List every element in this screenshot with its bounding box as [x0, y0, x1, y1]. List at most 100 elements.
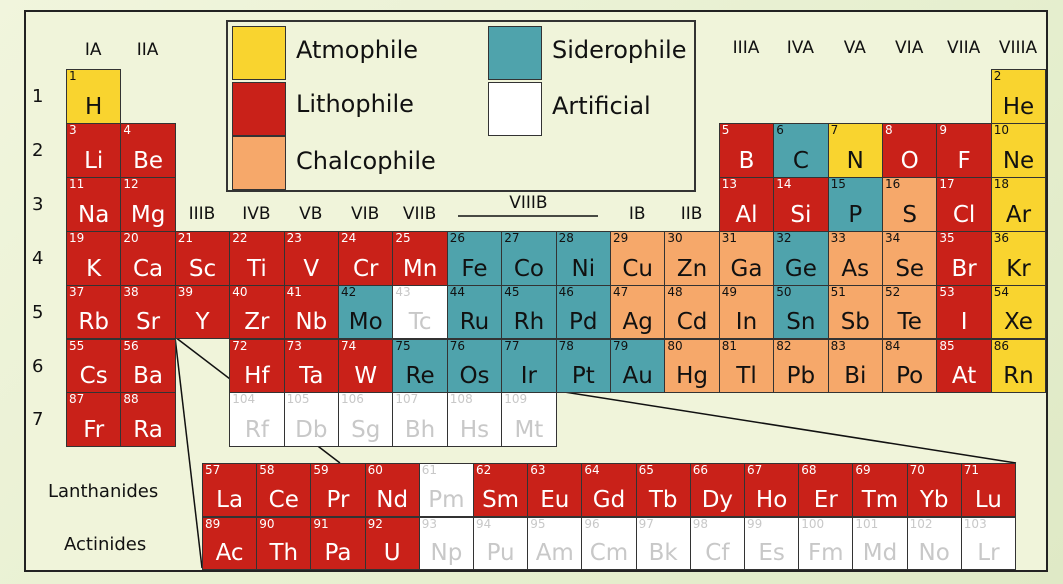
- atomic-number: 3: [69, 122, 77, 137]
- atomic-number: 109: [504, 392, 528, 407]
- element-symbol: Tm: [861, 487, 899, 513]
- element-cell-pu: 94 Pu: [473, 517, 529, 570]
- element-cell-cl: 17 Cl: [936, 176, 992, 232]
- element-symbol: At: [951, 363, 977, 390]
- element-cell-fe: 26 Fe: [446, 230, 503, 286]
- legend-swatch-siderophile: [488, 26, 542, 80]
- atomic-number: 104: [232, 392, 256, 407]
- atomic-number: 70: [909, 463, 925, 477]
- element-symbol: Hf: [244, 363, 270, 390]
- group-label-viiia: VIIIA: [998, 38, 1038, 58]
- element-cell-ba: 56 Ba: [120, 338, 176, 394]
- atomic-number: 5: [721, 122, 730, 137]
- element-cell-al: 13 Al: [718, 176, 775, 232]
- element-symbol: Ru: [459, 309, 490, 336]
- element-symbol: Sm: [482, 487, 520, 513]
- group-label-ib: IB: [628, 204, 646, 224]
- atomic-number: 6: [776, 122, 784, 137]
- atomic-number: 105: [286, 392, 310, 407]
- group-label-iia: IIA: [136, 40, 159, 60]
- atomic-number: 51: [830, 284, 846, 299]
- element-symbol: Hs: [459, 417, 490, 444]
- element-cell-k: 19 K: [66, 230, 122, 286]
- element-symbol: Na: [78, 201, 110, 228]
- atomic-number: 86: [993, 338, 1010, 353]
- atomic-number: 93: [421, 517, 438, 531]
- element-symbol: Pr: [326, 487, 350, 513]
- element-cell-pm: 61 Pm: [418, 463, 474, 517]
- element-cell-i: 53 I: [936, 284, 992, 340]
- atomic-number: 25: [395, 230, 411, 245]
- element-symbol: Sr: [136, 309, 161, 336]
- element-symbol: Ge: [784, 255, 817, 282]
- element-cell-ga: 31 Ga: [718, 230, 775, 286]
- atomic-number: 76: [449, 338, 466, 353]
- atomic-number: 59: [313, 463, 329, 477]
- group-label-vib: VIB: [351, 204, 380, 224]
- atomic-number: 8: [885, 122, 893, 137]
- element-symbol: Dy: [701, 487, 734, 513]
- atomic-number: 18: [993, 176, 1010, 191]
- atomic-number: 65: [638, 463, 654, 477]
- element-symbol: As: [841, 255, 870, 282]
- atomic-number: 53: [939, 284, 955, 299]
- element-cell-tc: 43 Tc: [392, 284, 448, 340]
- atomic-number: 78: [558, 338, 574, 353]
- group-label-viia: VIIA: [946, 38, 981, 58]
- element-cell-si: 14 Si: [773, 176, 829, 232]
- atomic-number: 52: [885, 284, 901, 299]
- element-cell-lu: 71 Lu: [960, 463, 1016, 517]
- atomic-number: 37: [69, 284, 85, 299]
- element-cell-ne: 10 Ne: [990, 122, 1047, 178]
- element-cell-w: 74 W: [338, 338, 394, 394]
- atomic-number: 1: [69, 69, 77, 83]
- element-cell-zr: 40 Zr: [229, 284, 285, 340]
- atomic-number: 69: [855, 463, 871, 477]
- atomic-number: 94: [476, 517, 492, 531]
- element-symbol: Ar: [1005, 201, 1032, 228]
- element-cell-at: 85 At: [936, 338, 992, 394]
- atomic-number: 96: [584, 517, 600, 531]
- element-symbol: La: [216, 487, 244, 513]
- atomic-number: 41: [286, 284, 302, 299]
- atomic-number: 75: [395, 338, 411, 353]
- legend-label-lithophile: Lithophile: [296, 90, 414, 118]
- element-symbol: Eu: [540, 487, 570, 513]
- element-symbol: Nd: [376, 487, 409, 513]
- atomic-number: 44: [449, 284, 466, 299]
- element-symbol: Rh: [513, 309, 545, 336]
- element-symbol: Ho: [755, 487, 788, 513]
- atomic-number: 60: [367, 463, 383, 477]
- period-label-6: 6: [32, 355, 44, 377]
- legend-label-chalcophile: Chalcophile: [296, 147, 436, 175]
- element-cell-xe: 54 Xe: [990, 284, 1047, 340]
- element-symbol: Mg: [130, 201, 166, 228]
- element-symbol: Hg: [676, 363, 709, 390]
- group-label-va: VA: [843, 38, 866, 58]
- atomic-number: 83: [830, 338, 846, 353]
- element-cell-ca: 20 Ca: [120, 230, 176, 286]
- atomic-number: 50: [776, 284, 792, 299]
- element-cell-gd: 64 Gd: [581, 463, 637, 517]
- connector-actinide-right: [557, 390, 1017, 464]
- element-symbol: Pu: [486, 540, 515, 566]
- element-cell-bh: 107 Bh: [392, 392, 448, 448]
- element-cell-he: 2 He: [990, 69, 1047, 124]
- element-cell-hs: 108 Hs: [446, 392, 503, 448]
- element-cell-cm: 96 Cm: [581, 517, 637, 570]
- element-cell-fm: 100 Fm: [798, 517, 854, 570]
- element-cell-cd: 48 Cd: [664, 284, 720, 340]
- period-label-7: 7: [32, 409, 44, 431]
- atomic-number: 101: [855, 517, 879, 531]
- element-symbol: Mo: [348, 309, 383, 336]
- element-cell-no: 102 No: [906, 517, 962, 570]
- atomic-number: 9: [939, 122, 948, 137]
- group-label-ia: IA: [84, 40, 102, 60]
- element-symbol: N: [846, 147, 864, 174]
- element-cell-tm: 69 Tm: [852, 463, 908, 517]
- atomic-number: 32: [776, 230, 792, 245]
- element-symbol: Ag: [622, 309, 653, 336]
